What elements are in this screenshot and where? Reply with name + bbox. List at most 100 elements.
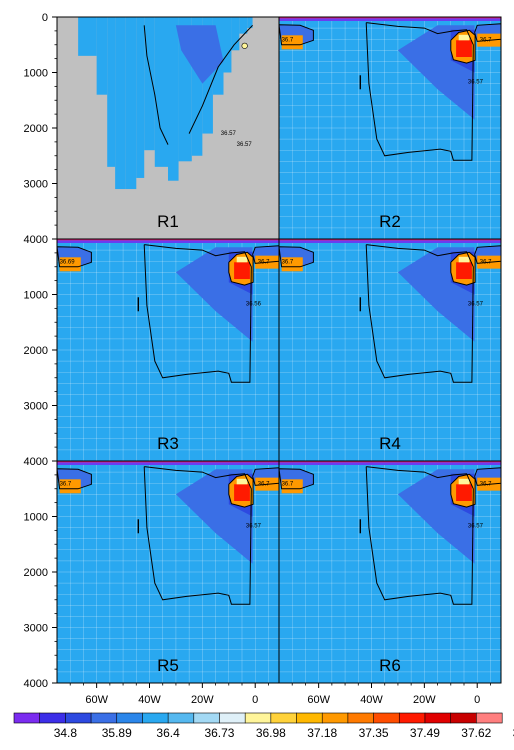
colorbar-box	[167, 712, 195, 724]
contour-line	[279, 246, 314, 268]
x-tick-label: 40W	[138, 694, 161, 706]
contour-mark	[137, 297, 140, 312]
surface-layer	[279, 239, 501, 243]
contour-mark	[359, 297, 362, 312]
surface-edge	[279, 239, 501, 241]
contour-label: 36.69	[60, 259, 76, 265]
panel-plot-area: 36.7 36.7 36.57	[279, 461, 501, 683]
contour-line	[474, 245, 501, 264]
panel-frame	[278, 460, 502, 684]
y-tick-label: 1000	[24, 290, 48, 302]
contour-label: 36.7	[258, 481, 270, 487]
observed-column	[239, 17, 248, 34]
panel-plot-area: 36.7 36.7 36.57	[57, 461, 279, 683]
y-tick-label: 3000	[24, 179, 48, 191]
x-tick-label: 20W	[191, 694, 214, 706]
contour-line	[143, 25, 169, 145]
contour-label: 36.7	[258, 259, 270, 265]
contour-line	[365, 244, 474, 383]
contour-line	[252, 245, 279, 264]
contour-label: 36.57	[468, 302, 484, 308]
contour-line	[365, 22, 474, 161]
contour-label: 36.7	[60, 481, 72, 487]
observed-column	[231, 17, 240, 51]
outflow-upper-layer	[458, 34, 470, 41]
surface-edge	[279, 17, 501, 19]
observed-column	[115, 17, 126, 190]
mediterranean-outflow-max	[234, 262, 250, 279]
outflow-upper-layer	[236, 256, 248, 263]
contour-line	[188, 24, 253, 134]
panel-plot-area: 36.7 36.7 36.57	[279, 239, 501, 461]
colorbar-box	[90, 712, 118, 724]
mediterranean-outflow-max	[456, 484, 472, 501]
colorbar-label: 36.73	[204, 726, 234, 740]
west-core	[59, 257, 81, 272]
west-core	[281, 35, 303, 50]
y-tick-label: 2000	[24, 345, 48, 357]
outflow-upper-layer	[236, 478, 248, 485]
colorbar-box	[13, 712, 41, 724]
x-tick-label: 20W	[413, 694, 436, 706]
observed-column	[125, 17, 137, 190]
colorbar-box	[65, 712, 92, 724]
west-core	[59, 479, 81, 494]
contour-line	[143, 244, 252, 383]
observed-column	[168, 17, 179, 181]
y-tick-label: 2000	[24, 123, 48, 135]
contour-label: 36.57	[221, 131, 237, 137]
x-tick-label: 60W	[85, 694, 108, 706]
contour-line	[252, 467, 279, 486]
observed-column	[191, 17, 203, 156]
colorbar-box	[321, 712, 349, 724]
colorbar-box	[39, 712, 66, 724]
observed-column	[136, 17, 145, 178]
axes-layer: 0 1000 2000 3000 4000 1000 2000 3000 4000 1000 200…	[24, 12, 491, 706]
panel-r3: 36.69 36.7 36.56 R3	[56, 238, 280, 462]
colorbar-label: 37.73	[513, 726, 514, 740]
y-tick-label: 3000	[24, 623, 48, 635]
surface-edge	[279, 461, 501, 463]
panel-r5: 36.7 36.7 36.57 R5	[56, 460, 280, 684]
panel-plot-area: 36.7 36.7 36.57	[279, 17, 501, 239]
contour-line	[450, 29, 476, 64]
contour-line	[474, 23, 501, 42]
colorbar-box	[476, 712, 503, 724]
observed-column	[154, 17, 168, 167]
colorbar-box	[398, 712, 426, 724]
y-tick-label: 1000	[24, 512, 48, 524]
y-tick-label: 4000	[24, 456, 48, 468]
colorbar-box	[142, 712, 169, 724]
surface-layer	[279, 17, 501, 21]
colorbar-label: 37.62	[461, 726, 491, 740]
outflow-upper-layer	[458, 256, 470, 263]
colorbar-label: 34.8	[54, 726, 78, 740]
observed-column	[247, 17, 253, 29]
colorbar-box	[193, 712, 220, 724]
observed-column	[107, 17, 116, 167]
colorbar-box	[347, 712, 375, 724]
contour-line	[228, 251, 254, 286]
contour-label: 36.57	[468, 524, 484, 530]
x-tick-label: 0	[252, 694, 258, 706]
west-core	[281, 479, 303, 494]
salinity-max-spot	[241, 42, 248, 49]
contour-mark	[359, 519, 362, 534]
y-tick-label: 3000	[24, 401, 48, 413]
contour-line	[57, 468, 92, 490]
contour-line	[279, 24, 314, 46]
colorbar-box	[270, 712, 298, 724]
colorbar-box	[116, 712, 143, 724]
y-tick-label: 2000	[24, 567, 48, 579]
colorbar-label: 37.18	[307, 726, 337, 740]
contour-label: 36.56	[246, 302, 262, 308]
colorbar-box	[373, 712, 400, 724]
contour-line	[450, 251, 476, 286]
contour-label: 36.7	[480, 259, 492, 265]
contour-line	[365, 466, 474, 605]
panel-label: R1	[157, 212, 179, 231]
contour-mark	[137, 519, 140, 534]
